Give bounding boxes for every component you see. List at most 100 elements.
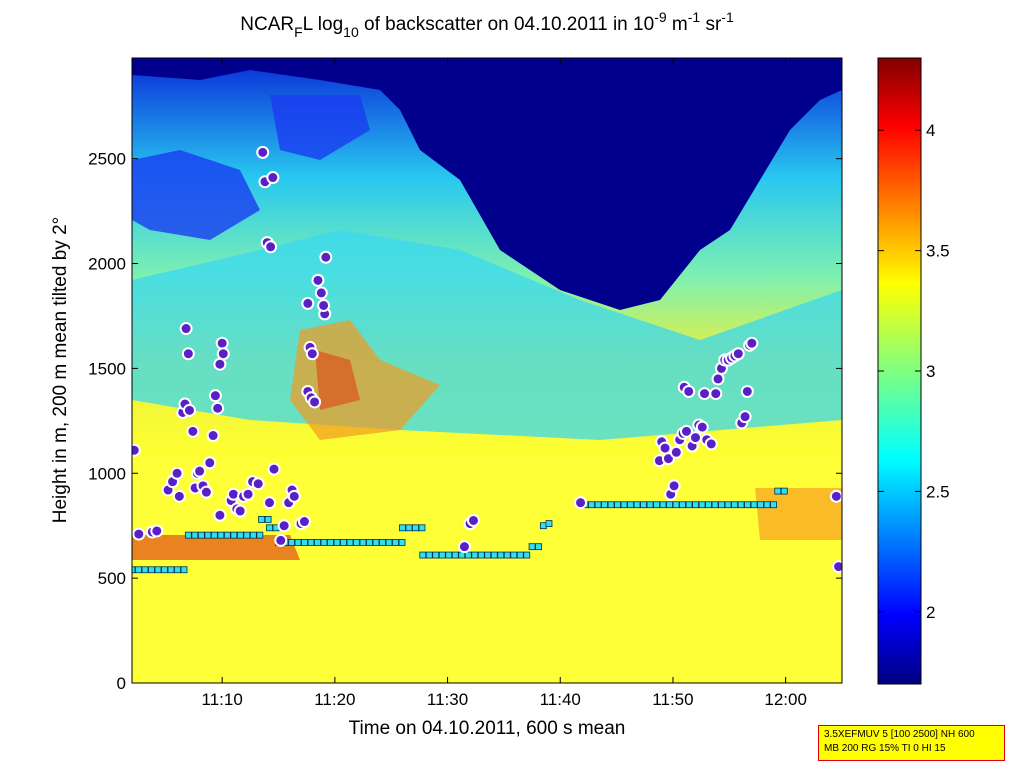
mixing-layer-marker [510,551,518,559]
x-tick-label: 12:00 [764,690,807,709]
cloud-base-point [208,389,222,403]
mixing-layer-marker [588,501,595,509]
cloud-base-point [266,171,280,185]
x-tick-label: 11:50 [652,690,693,709]
mixing-layer-marker [359,539,367,546]
cloud-base-point [308,395,322,409]
cloud-base-point [658,441,672,455]
cloud-base-point [709,387,723,401]
cloud-base-point [186,424,200,438]
mixing-layer-marker [774,487,782,495]
mixing-layer-marker [477,551,485,559]
mixing-layer-marker [705,501,712,509]
cloud-base-point [740,384,754,398]
plot-axes-frame [131,57,843,684]
mixing-layer-marker [718,501,725,509]
processing-parameters-box: 3.5XEFMUV 5 [100 2500] NH 600 MB 200 RG … [818,725,1005,761]
mixing-layer-marker [744,501,751,509]
mixing-layer-marker [640,501,647,509]
cloud-base-point [211,401,225,415]
mixing-layer-marker [685,501,693,509]
cloud-base-point [745,336,759,350]
mixing-layer-marker [425,551,433,559]
chart-title: NCARFL log10 of backscatter on 04.10.201… [240,9,734,40]
cloud-base-point [731,347,745,361]
cloud-base-point [277,519,291,533]
cloud-base-point [466,513,480,527]
mixing-layer-marker [372,539,380,546]
mixing-layer-marker [516,551,524,559]
mixing-layer-marker [184,531,192,539]
cloud-base-point [457,540,471,554]
x-axis-ticks: 11:10 11:20 11:30 11:40 11:50 12:00 [202,58,807,709]
mixing-layer-marker [601,501,608,509]
mixing-layer-marker [627,501,634,509]
heatmap-blue-patches [132,95,370,240]
mixing-layer-marker [614,501,621,509]
mixing-layer-marker [679,501,686,509]
cloud-base-point [213,357,227,371]
cloud-base-point [305,347,319,361]
colorbar-ticks: 2 2.5 3 3.5 4 [878,121,950,622]
x-tick-label: 11:40 [540,690,581,709]
cloud-base-point [688,431,702,445]
y-tick-label: 500 [98,569,126,588]
x-tick-label: 11:20 [314,690,355,709]
mixing-layer-marker [523,551,531,559]
cloud-base-point [704,437,718,451]
mixing-layer-marker [432,551,440,559]
mixing-layer-marker [154,566,162,574]
cloud-base-point [301,296,315,310]
cloud-base-point [832,560,842,574]
mixing-layer-marker [620,501,628,509]
mixing-layer-marker [230,531,238,539]
cloud-base-point [150,524,164,538]
heatmap-red-plume [315,350,360,410]
x-tick-label: 11:30 [427,690,468,709]
cloud-base-point [213,508,227,522]
heatmap-orange-layer-right [755,488,842,540]
colorbar-tick-label: 2.5 [926,482,950,501]
mixing-layer-marker [484,551,492,559]
mixing-layer-marker [264,516,272,523]
mixing-layer-marker [288,539,295,546]
mixing-layer-marker [217,531,225,539]
mixing-layer-marker [314,539,321,546]
cloud-base-point [311,273,325,287]
mixing-layer-marker [256,531,264,539]
mixing-layer-marker [419,551,427,559]
colorbar-tick-label: 4 [926,121,935,140]
cloud-base-point [574,496,588,510]
y-tick-label: 1000 [88,464,126,483]
cloud-base-point [829,489,842,503]
heatmap-red-layer-left [132,535,300,560]
cloud-base-point [698,387,712,401]
mixing-layer-marker [294,539,302,546]
mixing-layer-marker [243,531,251,539]
cloud-base-point [132,527,146,541]
mixing-layer-marker [737,501,745,509]
cloud-base-point [233,504,247,518]
mixing-layer-marker [340,539,347,546]
mixing-layer-marker [327,539,334,546]
mixing-layer-marker [412,524,419,532]
cloud-base-point [319,250,333,264]
cloud-base-point [203,456,217,470]
mixing-layer-marker [653,501,660,509]
mixing-layer-marker [490,551,498,559]
mixing-layer-marker [497,551,505,559]
mixing-layer-marker [503,551,511,559]
cloud-base-point [274,533,288,547]
x-tick-label: 11:10 [202,690,243,709]
mixing-layer-marker [633,501,641,509]
mixing-layer-marker [398,539,406,546]
mixing-layer-marker [236,531,244,539]
mixing-layer-marker [780,487,788,495]
cloud-base-point [251,477,265,491]
cloud-base-point [711,372,725,386]
mixing-layer-marker [692,501,699,509]
x-axis-label: Time on 04.10.2011, 600 s mean [349,718,626,739]
cloud-base-point [314,286,328,300]
mixing-layer-marker [223,531,231,539]
